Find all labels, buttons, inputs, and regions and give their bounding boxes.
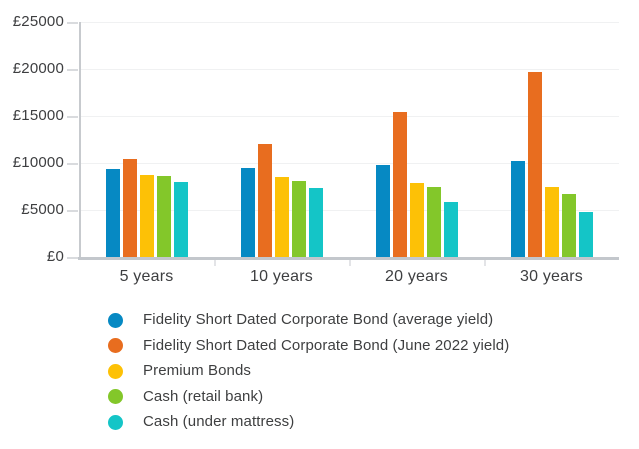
bar-20-years-series-0 xyxy=(375,164,390,257)
x-axis-tick xyxy=(484,260,486,266)
bar-20-years-series-2 xyxy=(409,182,424,257)
x-axis-label: 30 years xyxy=(520,268,583,285)
bar-30-years-series-3 xyxy=(561,194,576,257)
bar-5-years-series-3 xyxy=(156,176,171,257)
y-axis-tick xyxy=(67,68,78,71)
bar-30-years-series-4 xyxy=(578,212,593,257)
y-axis-label: £0 xyxy=(46,248,64,265)
x-axis-tick xyxy=(214,260,216,266)
y-gridline xyxy=(79,209,619,211)
y-axis-tick xyxy=(67,209,78,212)
chart-legend: Fidelity Short Dated Corporate Bond (ave… xyxy=(108,312,509,440)
legend-item-premium-bonds[interactable]: Premium Bonds xyxy=(108,363,509,379)
bar-5-years-series-2 xyxy=(139,175,154,257)
legend-dot-icon xyxy=(108,389,123,404)
y-axis-line xyxy=(79,21,81,259)
x-axis-label: 20 years xyxy=(385,268,448,285)
y-axis-label: £5000 xyxy=(21,200,64,218)
legend-label: Fidelity Short Dated Corporate Bond (ave… xyxy=(143,311,494,328)
y-axis-label: £10000 xyxy=(12,153,64,171)
bar-10-years-series-0 xyxy=(240,167,255,257)
y-gridline xyxy=(79,68,619,70)
bar-30-years-series-2 xyxy=(544,186,559,257)
y-gridline xyxy=(79,162,619,164)
y-gridline xyxy=(79,21,619,23)
bar-10-years-series-2 xyxy=(274,176,289,257)
bar-20-years-series-3 xyxy=(426,187,441,257)
y-axis-tick xyxy=(67,21,78,24)
legend-dot-icon xyxy=(108,363,123,379)
legend-item-fidelity-june-2022-yield[interactable]: Fidelity Short Dated Corporate Bond (Jun… xyxy=(108,336,510,354)
bar-10-years-series-1 xyxy=(257,144,272,257)
x-axis-line xyxy=(78,257,619,260)
y-axis-tick xyxy=(67,115,78,118)
x-axis-label: 10 years xyxy=(250,268,313,285)
legend-item-cash-under-mattress[interactable]: Cash (under mattress) xyxy=(108,414,509,430)
bar-10-years-series-3 xyxy=(291,180,306,257)
legend-item-fidelity-average-yield[interactable]: Fidelity Short Dated Corporate Bond (ave… xyxy=(108,312,509,328)
y-axis-label: £20000 xyxy=(12,59,64,77)
y-gridline xyxy=(79,115,619,117)
y-axis-tick xyxy=(67,257,78,259)
y-axis-label: £15000 xyxy=(12,106,64,124)
legend-item-cash-retail-bank[interactable]: Cash (retail bank) xyxy=(108,387,509,405)
legend-label: Premium Bonds xyxy=(143,362,252,379)
bar-30-years-series-1 xyxy=(527,71,542,257)
y-axis-tick xyxy=(67,162,78,165)
bar-5-years-series-1 xyxy=(122,158,137,257)
y-axis-label: £25000 xyxy=(12,12,64,30)
x-axis-label: 5 years xyxy=(119,268,174,285)
bar-5-years-series-4 xyxy=(173,182,188,257)
legend-label: Fidelity Short Dated Corporate Bond (Jun… xyxy=(143,336,510,354)
legend-label: Cash (under mattress) xyxy=(143,413,295,430)
x-axis-tick xyxy=(349,260,351,266)
legend-dot-icon xyxy=(108,414,123,430)
bar-20-years-series-1 xyxy=(392,112,407,257)
bar-10-years-series-4 xyxy=(308,188,323,257)
legend-dot-icon xyxy=(108,338,123,353)
bar-20-years-series-4 xyxy=(443,201,458,257)
bar-30-years-series-0 xyxy=(510,161,525,257)
legend-dot-icon xyxy=(108,312,123,328)
bar-5-years-series-0 xyxy=(105,169,120,257)
legend-label: Cash (retail bank) xyxy=(143,387,264,405)
